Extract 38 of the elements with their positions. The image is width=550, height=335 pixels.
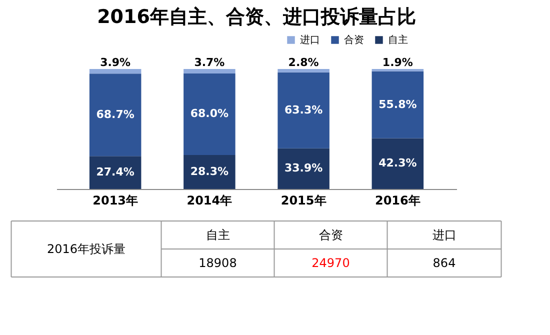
bar bbox=[184, 155, 236, 189]
bar bbox=[89, 69, 142, 74]
text: 自主 bbox=[206, 228, 230, 242]
bar bbox=[278, 69, 330, 72]
text: 2016年投诉量 bbox=[46, 242, 126, 256]
data-label: 27.4% bbox=[96, 166, 134, 179]
bar bbox=[89, 74, 142, 156]
x-tick-label: 2016年 bbox=[374, 194, 420, 208]
x-tick-label: 2014年 bbox=[186, 194, 232, 208]
text: 合资 bbox=[318, 228, 343, 242]
bar bbox=[184, 73, 236, 156]
x-tick-label: 2015年 bbox=[280, 194, 326, 208]
chart-title: 2016年自主、合资、进口投诉量占比 bbox=[97, 6, 416, 28]
legend-label: 进口 bbox=[300, 34, 320, 46]
bar bbox=[278, 148, 330, 189]
text: 18908 bbox=[198, 256, 237, 270]
data-label: 3.9% bbox=[100, 56, 131, 69]
legend-label: 合资 bbox=[344, 34, 364, 46]
data-label: 3.7% bbox=[194, 56, 225, 69]
data-label: 68.0% bbox=[190, 107, 229, 120]
text: 864 bbox=[432, 256, 456, 270]
text: 进口 bbox=[432, 228, 456, 242]
data-label: 63.3% bbox=[284, 103, 323, 116]
data-label: 68.7% bbox=[96, 108, 134, 121]
data-label: 55.8% bbox=[378, 98, 417, 111]
data-label: 28.3% bbox=[190, 165, 229, 178]
text: 24970 bbox=[312, 256, 350, 270]
data-label: 2.8% bbox=[288, 56, 319, 69]
data-label: 33.9% bbox=[284, 162, 323, 175]
data-label: 42.3% bbox=[378, 156, 417, 170]
bar bbox=[372, 71, 424, 138]
bar bbox=[278, 72, 330, 148]
data-label: 1.9% bbox=[382, 56, 413, 69]
bar bbox=[184, 69, 236, 74]
bar bbox=[372, 138, 424, 189]
legend-label: 自主 bbox=[388, 34, 408, 46]
x-tick-label: 2013年 bbox=[92, 194, 138, 208]
bar bbox=[89, 156, 142, 189]
